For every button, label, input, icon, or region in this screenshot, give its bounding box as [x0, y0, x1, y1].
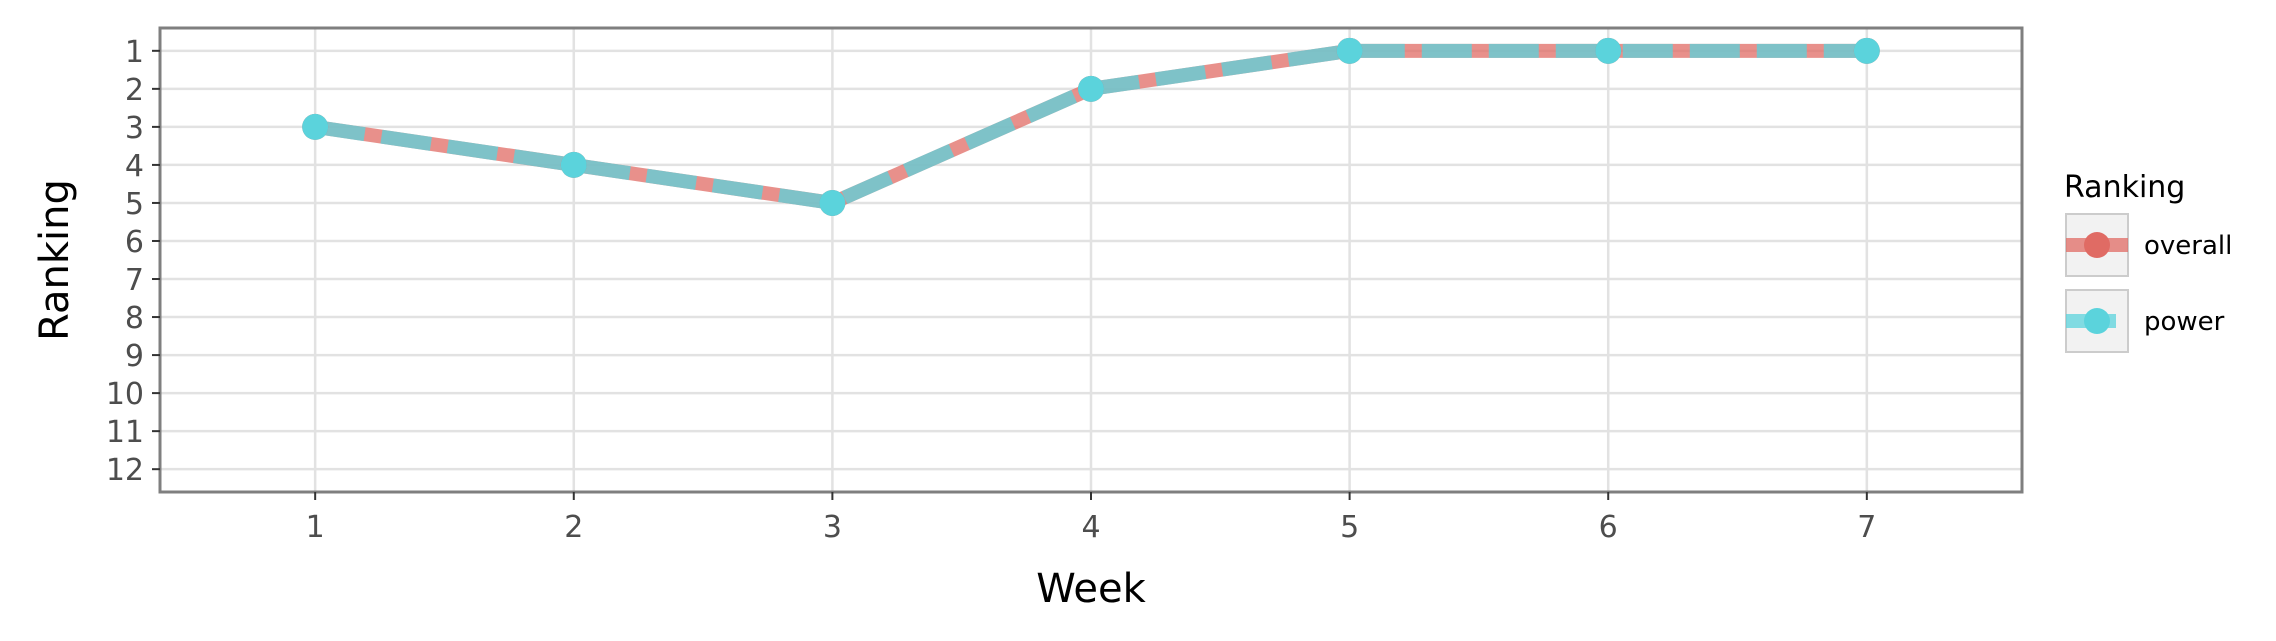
legend-key-point: [2084, 308, 2110, 334]
x-tick-label: 1: [306, 510, 325, 545]
y-tick-label: 7: [125, 263, 144, 298]
x-tick-label: 5: [1340, 510, 1359, 545]
x-axis-title: Week: [1036, 566, 1146, 612]
y-tick-label: 5: [125, 187, 144, 222]
legend-label: overall: [2144, 231, 2232, 261]
legend: Ranking overall power: [2064, 170, 2232, 353]
legend-items: overall power: [2065, 213, 2232, 353]
x-tick-label: 3: [823, 510, 842, 545]
x-tick-label: 6: [1599, 510, 1618, 545]
data-point-power: [819, 189, 846, 216]
grid-lines: [160, 28, 2022, 492]
data-point-power: [560, 151, 587, 178]
y-tick-label: 3: [125, 111, 144, 146]
y-tick-label: 10: [106, 377, 144, 412]
legend-title: Ranking: [2064, 170, 2185, 205]
y-axis-title: Ranking: [32, 179, 78, 341]
y-tick-label: 6: [125, 225, 144, 260]
legend-key-point: [2084, 232, 2110, 258]
x-tick-label: 4: [1081, 510, 1100, 545]
data-point-power: [302, 113, 329, 140]
x-tick-label: 2: [564, 510, 583, 545]
y-tick-label: 8: [125, 301, 144, 336]
legend-label: power: [2144, 307, 2225, 337]
y-tick-label: 12: [106, 453, 144, 488]
y-tick-label: 11: [106, 415, 144, 450]
y-tick-label: 2: [125, 73, 144, 108]
x-tick-label: 7: [1857, 510, 1876, 545]
data-point-power: [1336, 37, 1363, 64]
y-tick-label: 4: [125, 149, 144, 184]
data-point-power: [1078, 75, 1104, 102]
y-tick-label: 1: [125, 35, 144, 70]
data-point-power: [1853, 37, 1880, 64]
legend-item-overall: overall: [2065, 213, 2232, 277]
data-point-power: [1595, 37, 1622, 64]
series-points: [302, 37, 1880, 216]
legend-item-power: power: [2065, 289, 2225, 353]
y-tick-label: 9: [125, 339, 144, 374]
